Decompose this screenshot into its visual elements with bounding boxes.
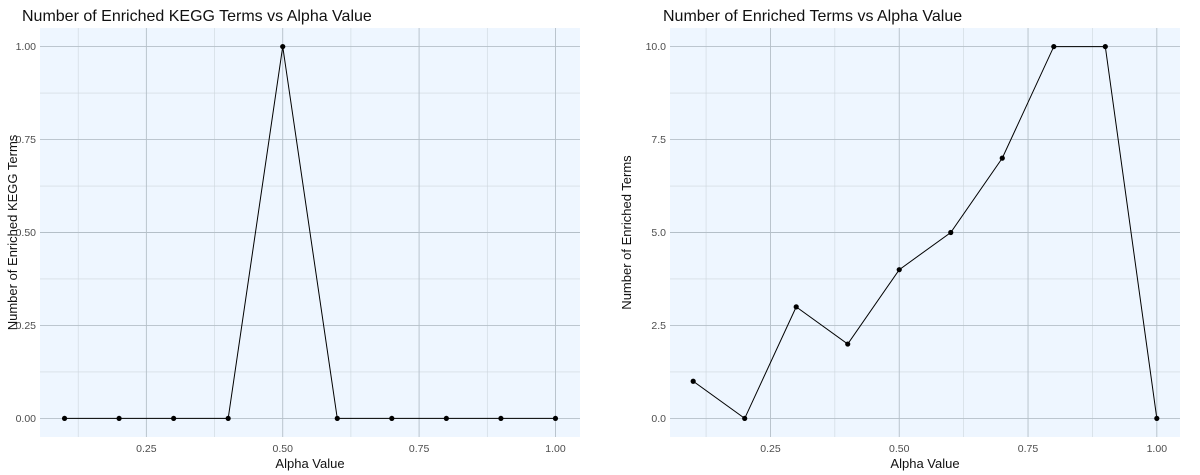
y-tick-label: 0.25 <box>16 320 37 332</box>
data-point <box>1102 43 1108 50</box>
x-tick-label: 1.00 <box>545 443 566 455</box>
x-axis-label: Alpha Value <box>890 456 959 471</box>
y-tick-label: 0.75 <box>16 134 37 146</box>
x-tick-label: 1.00 <box>1147 443 1168 455</box>
x-tick-label: 0.25 <box>760 443 781 455</box>
data-point <box>498 415 504 422</box>
x-tick-label: 0.50 <box>273 443 294 455</box>
x-tick-label: 0.25 <box>136 443 157 455</box>
y-tick-label: 10.0 <box>646 41 667 53</box>
y-tick-label: 7.5 <box>651 134 666 146</box>
data-point <box>389 415 395 422</box>
y-axis-label: Number of Enriched Terms <box>619 155 634 310</box>
x-axis-label: Alpha Value <box>275 456 344 471</box>
data-point <box>171 415 177 422</box>
y-tick-label: 1.00 <box>16 41 37 53</box>
data-point <box>793 304 799 310</box>
data-point <box>1051 43 1057 50</box>
series-line <box>64 46 556 419</box>
y-tick-label: 0.50 <box>16 227 37 239</box>
data-point <box>552 415 559 422</box>
y-tick-label: 0.0 <box>651 413 666 425</box>
x-tick-label: 0.50 <box>889 443 910 455</box>
data-point <box>690 378 696 384</box>
chart-title: Number of Enriched KEGG Terms vs Alpha V… <box>22 8 372 25</box>
data-point <box>225 415 231 422</box>
data-point <box>443 415 449 422</box>
data-point <box>1154 415 1160 422</box>
data-point <box>116 415 122 422</box>
y-axis-label: Number of Enriched KEGG Terms <box>5 134 20 330</box>
y-tick-label: 0.00 <box>16 413 37 425</box>
chart-title: Number of Enriched Terms vs Alpha Value <box>663 8 962 25</box>
series-line <box>692 46 1158 420</box>
data-point <box>845 341 851 347</box>
data-point <box>742 415 748 422</box>
x-tick-label: 0.75 <box>409 443 430 455</box>
x-tick-label: 0.75 <box>1018 443 1039 455</box>
data-point <box>999 155 1005 161</box>
y-tick-label: 5.0 <box>651 227 666 239</box>
chart-enriched-terms: Number of Enriched Terms vs Alpha Value 0… <box>619 8 1180 471</box>
data-point <box>61 415 68 422</box>
data-point <box>334 415 340 422</box>
y-tick-label: 2.5 <box>651 320 666 332</box>
chart-enriched-kegg-terms: Number of Enriched KEGG Terms vs Alpha V… <box>5 8 580 471</box>
data-point <box>280 43 286 50</box>
data-point <box>896 267 902 273</box>
data-point <box>948 229 954 236</box>
